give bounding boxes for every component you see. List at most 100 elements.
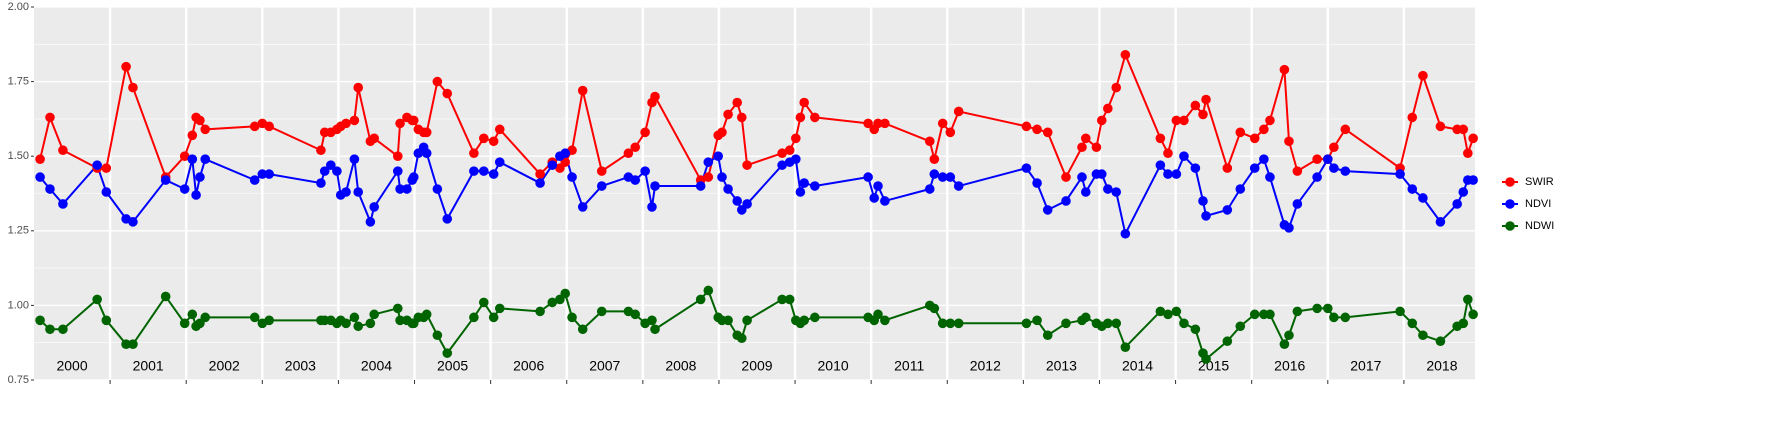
data-point: [777, 294, 787, 305]
data-point: [535, 306, 545, 317]
data-point: [332, 166, 342, 176]
data-point: [179, 184, 190, 194]
data-point: [863, 172, 873, 182]
year-label: 2007: [589, 358, 620, 374]
data-point: [1407, 112, 1418, 123]
data-point: [1222, 205, 1233, 215]
y-tick-label: 1.75: [8, 76, 29, 88]
data-point: [873, 118, 883, 129]
data-point: [1201, 211, 1211, 221]
data-point: [1171, 169, 1182, 179]
data-point: [432, 184, 443, 194]
data-point: [1249, 133, 1260, 144]
data-point: [1235, 321, 1246, 332]
data-point: [1418, 70, 1428, 81]
data-point: [128, 217, 138, 227]
data-point: [179, 151, 190, 161]
data-point: [1190, 163, 1201, 173]
data-point: [1312, 172, 1322, 182]
data-point: [810, 312, 820, 323]
data-point: [1021, 163, 1032, 173]
data-point: [577, 324, 588, 335]
data-point: [341, 118, 351, 129]
data-point: [1179, 151, 1189, 161]
data-point: [264, 121, 274, 132]
data-point: [249, 121, 260, 132]
data-point: [791, 154, 801, 164]
data-point: [1329, 312, 1339, 323]
data-point: [547, 297, 558, 308]
data-point: [1190, 100, 1201, 111]
data-point: [264, 315, 274, 326]
data-point: [1407, 318, 1418, 329]
data-point: [784, 145, 795, 156]
data-point: [1395, 306, 1405, 317]
data-point: [650, 181, 660, 191]
data-point: [1198, 109, 1208, 120]
data-point: [1284, 136, 1294, 147]
data-point: [1418, 193, 1428, 203]
data-point: [1163, 148, 1173, 159]
data-point: [791, 133, 801, 144]
data-point: [1265, 115, 1275, 126]
data-point: [365, 217, 376, 227]
data-point: [1042, 205, 1053, 215]
data-point: [799, 315, 809, 326]
data-point: [1042, 127, 1053, 138]
data-point: [945, 318, 956, 329]
data-point: [341, 187, 351, 197]
year-label: 2002: [209, 358, 240, 374]
data-point: [35, 315, 45, 326]
year-label: 2014: [1122, 358, 1153, 374]
data-point: [1096, 169, 1107, 179]
data-point: [249, 312, 260, 323]
data-point: [732, 97, 743, 108]
data-point: [560, 148, 571, 159]
data-point: [945, 172, 956, 182]
data-point: [1329, 163, 1339, 173]
data-point: [45, 112, 55, 123]
data-point: [717, 127, 727, 138]
data-point: [1080, 133, 1091, 144]
data-point: [703, 172, 714, 182]
data-point: [953, 181, 964, 191]
data-point: [1061, 172, 1071, 182]
data-point: [469, 148, 479, 159]
data-point: [1468, 175, 1478, 185]
data-point: [1452, 199, 1462, 209]
data-point: [45, 324, 55, 335]
data-point: [101, 163, 112, 173]
year-label: 2009: [741, 358, 772, 374]
data-point: [1468, 309, 1478, 320]
y-tick-label: 1.00: [8, 299, 29, 311]
data-point: [92, 294, 102, 305]
data-point: [1407, 184, 1418, 194]
data-point: [742, 315, 752, 326]
data-point: [1155, 160, 1166, 170]
data-point: [101, 315, 112, 326]
data-point: [392, 166, 403, 176]
legend-label: SWIR: [1525, 176, 1554, 188]
data-point: [35, 154, 45, 164]
data-point: [640, 166, 650, 176]
data-point: [494, 303, 505, 314]
data-point: [395, 315, 405, 326]
data-point: [799, 97, 809, 108]
y-tick-label: 0.75: [8, 374, 29, 386]
data-point: [777, 148, 787, 159]
year-label: 2001: [133, 358, 164, 374]
data-point: [1292, 166, 1303, 176]
data-point: [1171, 306, 1182, 317]
data-point: [880, 196, 890, 206]
data-point: [421, 309, 432, 320]
data-point: [1077, 142, 1087, 153]
data-point: [713, 151, 723, 161]
data-point: [623, 148, 634, 159]
data-point: [191, 190, 201, 200]
data-point: [647, 202, 657, 212]
data-point: [953, 106, 964, 117]
data-point: [1061, 318, 1071, 329]
data-point: [1032, 124, 1042, 135]
data-point: [1091, 142, 1102, 153]
